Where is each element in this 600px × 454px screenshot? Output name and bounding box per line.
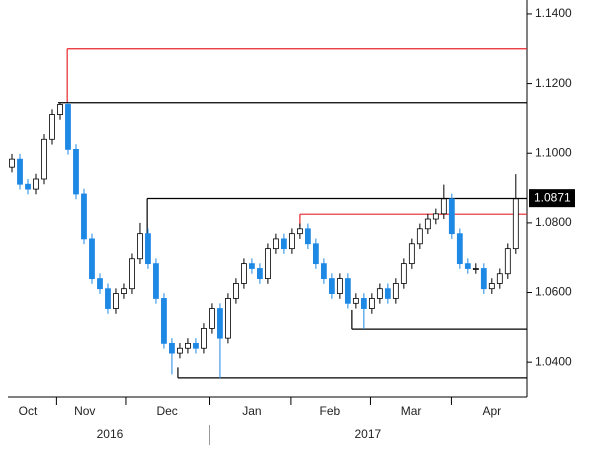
candle-body — [257, 268, 263, 279]
candle-body — [280, 238, 287, 250]
candle-body — [153, 263, 159, 299]
candle-body — [272, 238, 279, 250]
x-tick-label: Jan — [242, 404, 261, 418]
year-label: 2017 — [355, 427, 382, 441]
candle-body — [225, 298, 231, 339]
x-tick-label: Feb — [320, 404, 341, 418]
candle-body — [137, 233, 143, 260]
y-tick-label: 1.1400 — [535, 6, 572, 20]
x-tick-label: Oct — [19, 404, 38, 418]
candle-body — [464, 263, 471, 269]
candle-body — [41, 138, 47, 180]
candle-body — [113, 293, 119, 309]
candle-body — [201, 327, 207, 349]
y-tick-label: 1.0800 — [535, 215, 572, 229]
candle-body — [9, 158, 15, 168]
candle-body — [97, 278, 103, 290]
candle-body — [440, 198, 447, 215]
year-label: 2016 — [97, 427, 124, 441]
candle-body — [472, 268, 479, 270]
candle-body — [25, 183, 31, 190]
candle-body — [209, 308, 215, 329]
last-price-label: 1.0871 — [534, 190, 571, 204]
candle-body — [249, 263, 255, 269]
candle-body — [73, 148, 79, 195]
candle-body — [65, 104, 71, 150]
candle-body — [320, 263, 327, 279]
candle-body — [512, 198, 519, 250]
y-tick-label: 1.0600 — [535, 285, 572, 299]
candle-body — [217, 308, 223, 339]
candle-body — [193, 342, 199, 349]
candle-body — [57, 104, 63, 115]
candle-body — [344, 278, 351, 304]
candle-body — [129, 258, 135, 290]
candle-body — [296, 228, 303, 235]
candle-body — [105, 288, 111, 309]
candle-body — [169, 342, 175, 354]
candle-body — [408, 243, 415, 265]
candle-body — [504, 248, 511, 275]
candle-body — [81, 193, 87, 240]
y-tick-label: 1.0400 — [535, 354, 572, 368]
x-tick-label: Dec — [156, 404, 177, 418]
candle-body — [376, 288, 383, 299]
candle-body — [185, 342, 191, 349]
y-tick-label: 1.1000 — [535, 145, 572, 159]
candle-body — [400, 263, 407, 284]
candle-body — [33, 178, 39, 190]
candle-body — [392, 283, 399, 299]
candle-body — [360, 298, 367, 309]
candle-body — [161, 298, 167, 344]
candle-body — [89, 238, 95, 279]
candle-body — [416, 228, 423, 245]
candle-body — [368, 298, 375, 309]
candle-body — [456, 233, 463, 265]
candle-body — [177, 347, 183, 354]
candle-body — [480, 268, 487, 290]
candle-body — [312, 243, 319, 265]
candle-body — [145, 233, 151, 265]
candle-body — [264, 248, 271, 279]
candle-body — [121, 288, 127, 294]
candle-body — [424, 218, 431, 230]
x-tick-label: Nov — [74, 404, 95, 418]
candle-body — [488, 283, 495, 290]
candle-body — [448, 198, 455, 235]
y-tick-label: 1.1200 — [535, 76, 572, 90]
candle-body — [328, 278, 335, 294]
candle-body — [241, 263, 247, 284]
candle-body — [352, 298, 359, 304]
candle-body — [288, 233, 295, 250]
candle-body — [496, 273, 503, 284]
candle-body — [49, 114, 55, 140]
x-tick-label: Mar — [401, 404, 422, 418]
last-price-box — [529, 189, 575, 208]
candle-body — [336, 278, 343, 294]
candle-body — [17, 158, 23, 185]
candle-body — [233, 283, 239, 299]
candle-body — [384, 288, 391, 299]
candle-body — [304, 228, 311, 245]
x-tick-label: Apr — [482, 404, 501, 418]
candle-body — [432, 213, 439, 220]
